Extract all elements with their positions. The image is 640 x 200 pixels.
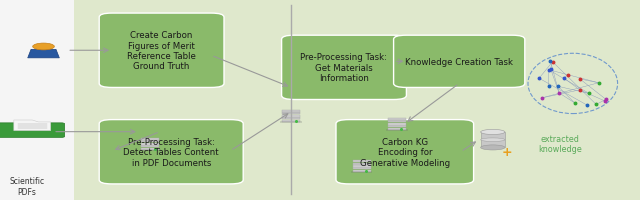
Bar: [388, 121, 406, 123]
Text: Pre-Processing Task:
Get Materials
Information: Pre-Processing Task: Get Materials Infor…: [301, 53, 387, 83]
Bar: [0, 0, 74, 200]
Bar: [353, 160, 371, 162]
Polygon shape: [28, 50, 60, 59]
Text: extracted
knowledge: extracted knowledge: [538, 134, 582, 154]
Ellipse shape: [481, 130, 505, 135]
Bar: [282, 118, 300, 120]
Bar: [353, 165, 371, 167]
Ellipse shape: [481, 145, 505, 150]
Text: Create Carbon
Figures of Merit
Reference Table
Ground Truth: Create Carbon Figures of Merit Reference…: [127, 31, 196, 71]
Bar: [388, 128, 406, 130]
Bar: [353, 168, 371, 170]
Text: Carbon KG
Encoding for
Generative Modeling: Carbon KG Encoding for Generative Modeli…: [360, 137, 450, 167]
Bar: [141, 148, 159, 150]
Polygon shape: [14, 120, 51, 131]
Text: +: +: [502, 146, 512, 158]
FancyBboxPatch shape: [282, 36, 406, 100]
Bar: [141, 141, 159, 143]
Bar: [481, 132, 505, 148]
FancyBboxPatch shape: [336, 120, 474, 184]
Bar: [388, 118, 406, 120]
FancyBboxPatch shape: [394, 36, 525, 88]
Bar: [353, 163, 371, 165]
Bar: [388, 126, 406, 128]
Bar: [282, 110, 300, 112]
Text: Pre-Processing Task:
Detect Tables Content
in PDF Documents: Pre-Processing Task: Detect Tables Conte…: [124, 137, 219, 167]
Text: Scientific
PDFs: Scientific PDFs: [10, 176, 44, 196]
Bar: [388, 123, 406, 125]
Ellipse shape: [481, 138, 505, 142]
FancyBboxPatch shape: [0, 123, 65, 138]
Bar: [282, 115, 300, 117]
Bar: [282, 113, 300, 115]
Bar: [353, 170, 371, 172]
Bar: [141, 146, 159, 148]
FancyBboxPatch shape: [99, 14, 224, 88]
Bar: [141, 143, 159, 145]
Bar: [141, 138, 159, 140]
Circle shape: [33, 44, 54, 51]
Bar: [282, 120, 300, 122]
Bar: [74, 0, 640, 200]
Text: Knowledge Creation Task: Knowledge Creation Task: [405, 58, 513, 66]
FancyBboxPatch shape: [99, 120, 243, 184]
